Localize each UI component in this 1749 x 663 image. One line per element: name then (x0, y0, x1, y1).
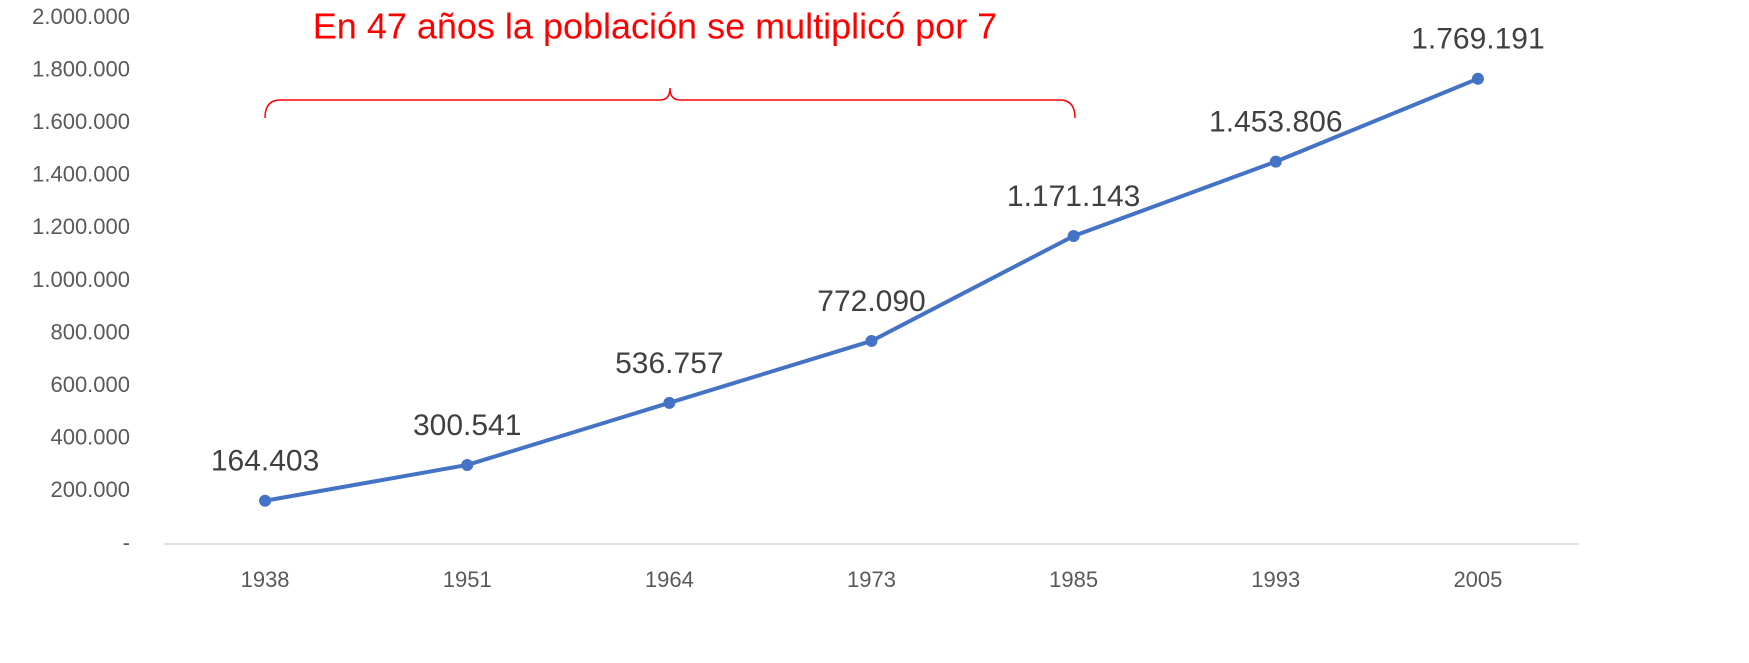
marker (1269, 155, 1282, 168)
data-label: 536.757 (615, 347, 723, 380)
marker (865, 334, 878, 347)
marker (1067, 229, 1080, 242)
y-tick-label: 200.000 (50, 477, 130, 502)
y-tick-label: 1.600.000 (32, 109, 130, 134)
y-tick-label: 1.800.000 (32, 56, 130, 81)
y-tick-label: 2.000.000 (32, 4, 130, 29)
y-tick-label: 1.000.000 (32, 267, 130, 292)
y-tick-label: 1.200.000 (32, 214, 130, 239)
x-tick-label: 2005 (1453, 567, 1502, 592)
y-tick-label: 600.000 (50, 372, 130, 397)
brace (264, 87, 1076, 119)
y-tick-label: 800.000 (50, 319, 130, 344)
y-tick-label: - (123, 530, 130, 555)
data-label: 1.769.191 (1411, 23, 1544, 56)
x-tick-label: 1973 (847, 567, 896, 592)
x-tick-label: 1985 (1049, 567, 1098, 592)
marker (259, 494, 272, 507)
marker (461, 458, 474, 471)
marker (1471, 72, 1484, 85)
x-tick-label: 1964 (645, 567, 694, 592)
x-tick-label: 1993 (1251, 567, 1300, 592)
data-label: 300.541 (413, 409, 521, 442)
y-tick-label: 400.000 (50, 425, 130, 450)
x-tick-label: 1938 (241, 567, 290, 592)
data-label: 772.090 (817, 285, 925, 318)
annotation: En 47 años la población se multiplicó po… (313, 6, 997, 47)
data-label: 1.453.806 (1209, 106, 1342, 139)
data-label: 164.403 (211, 445, 319, 478)
data-label: 1.171.143 (1007, 180, 1140, 213)
marker (663, 396, 676, 409)
y-tick-label: 1.400.000 (32, 162, 130, 187)
x-tick-label: 1951 (443, 567, 492, 592)
